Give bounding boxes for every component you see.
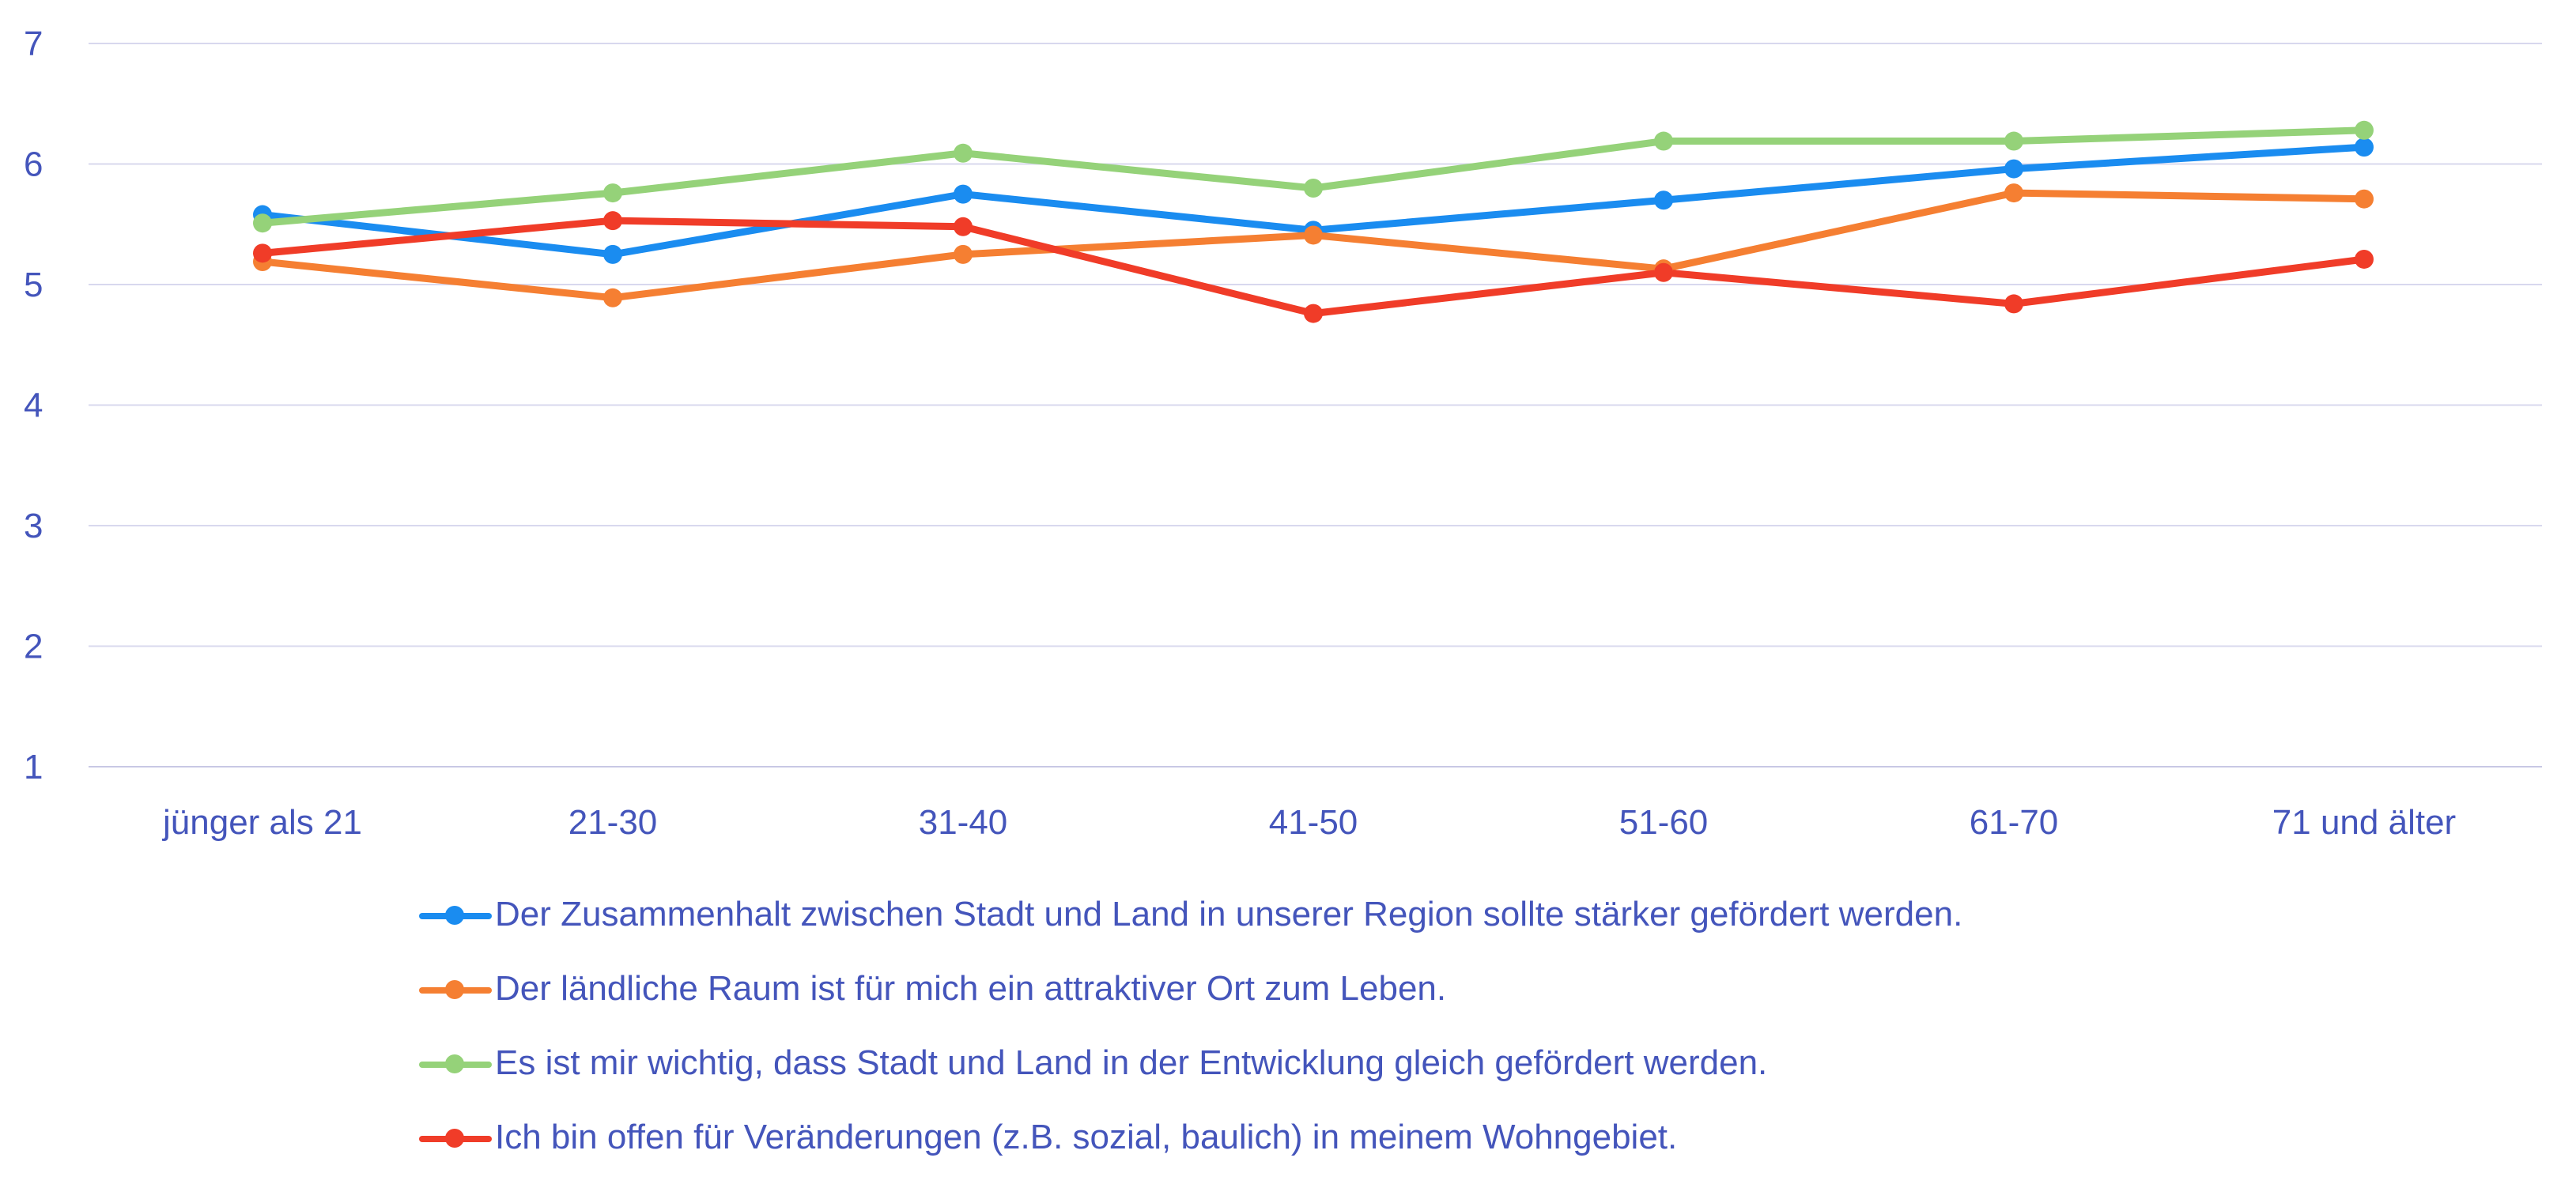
y-tick-label-6: 6 bbox=[24, 145, 43, 184]
data-point-s3-1 bbox=[253, 213, 272, 233]
series-line-3 bbox=[259, 126, 2368, 227]
data-point-s3-5 bbox=[1654, 131, 1673, 151]
legend-label-offen-fuer-veraenderungen: Ich bin offen für Veränderungen (z.B. so… bbox=[495, 1118, 1678, 1156]
legend-swatch-zusammenhalt bbox=[419, 899, 492, 930]
x-tick-label-6: 61-70 bbox=[1970, 803, 2059, 842]
y-tick-label-7: 7 bbox=[24, 25, 43, 63]
data-point-s3-2 bbox=[603, 183, 622, 203]
data-point-s1-3 bbox=[954, 184, 973, 204]
x-tick-label-7: 71 und älter bbox=[2272, 803, 2456, 842]
data-point-s4-3 bbox=[954, 217, 973, 236]
x-tick-label-2: 21-30 bbox=[568, 803, 658, 842]
legend-label-laendlicher-raum: Der ländliche Raum ist für mich ein attr… bbox=[495, 969, 1447, 1008]
data-point-s3-7 bbox=[2355, 120, 2374, 140]
data-point-s4-7 bbox=[2355, 249, 2374, 269]
legend-swatch-offen-fuer-veraenderungen bbox=[419, 1122, 492, 1153]
legend-swatch-laendlicher-raum bbox=[419, 973, 492, 1005]
legend-swatch-gleich-gefoerdert bbox=[419, 1047, 492, 1079]
data-point-s2-2 bbox=[603, 288, 622, 307]
y-tick-label-4: 4 bbox=[24, 387, 43, 425]
x-tick-label-5: 51-60 bbox=[1619, 803, 1709, 842]
data-point-s1-5 bbox=[1654, 190, 1673, 210]
legend-label-gleich-gefoerdert: Es ist mir wichtig, dass Stadt und Land … bbox=[495, 1043, 1768, 1082]
legend-item-zusammenhalt: Der Zusammenhalt zwischen Stadt und Land… bbox=[419, 877, 1962, 952]
data-point-s1-6 bbox=[2004, 159, 2023, 179]
x-tick-label-3: 31-40 bbox=[919, 803, 1008, 842]
data-point-s2-4 bbox=[1304, 225, 1323, 245]
data-point-s4-4 bbox=[1304, 304, 1323, 323]
legend-item-laendlicher-raum: Der ländliche Raum ist für mich ein attr… bbox=[419, 952, 1962, 1026]
x-tick-label-1: jünger als 21 bbox=[161, 803, 362, 842]
data-point-s4-2 bbox=[603, 211, 622, 231]
data-point-s3-3 bbox=[954, 143, 973, 163]
legend-item-offen-fuer-veraenderungen: Ich bin offen für Veränderungen (z.B. so… bbox=[419, 1100, 1962, 1175]
data-point-s2-6 bbox=[2004, 183, 2023, 203]
y-tick-label-5: 5 bbox=[24, 266, 43, 304]
data-point-s4-5 bbox=[1654, 262, 1673, 282]
data-point-s1-2 bbox=[603, 244, 622, 264]
data-point-s2-3 bbox=[954, 244, 973, 264]
legend-item-gleich-gefoerdert: Es ist mir wichtig, dass Stadt und Land … bbox=[419, 1026, 1962, 1100]
data-point-s4-6 bbox=[2004, 294, 2023, 314]
legend-label-zusammenhalt: Der Zusammenhalt zwischen Stadt und Land… bbox=[495, 895, 1963, 933]
data-point-s3-6 bbox=[2004, 131, 2023, 151]
data-point-s4-1 bbox=[253, 243, 272, 263]
data-point-s2-7 bbox=[2355, 189, 2374, 209]
y-tick-label-2: 2 bbox=[24, 628, 43, 666]
series-line-2 bbox=[259, 189, 2368, 302]
x-tick-label-4: 41-50 bbox=[1269, 803, 1358, 842]
y-tick-label-3: 3 bbox=[24, 507, 43, 545]
y-tick-label-1: 1 bbox=[24, 748, 43, 786]
data-point-s3-4 bbox=[1304, 179, 1323, 198]
data-point-s1-7 bbox=[2355, 138, 2374, 157]
chart-legend: Der Zusammenhalt zwischen Stadt und Land… bbox=[419, 877, 1962, 1175]
